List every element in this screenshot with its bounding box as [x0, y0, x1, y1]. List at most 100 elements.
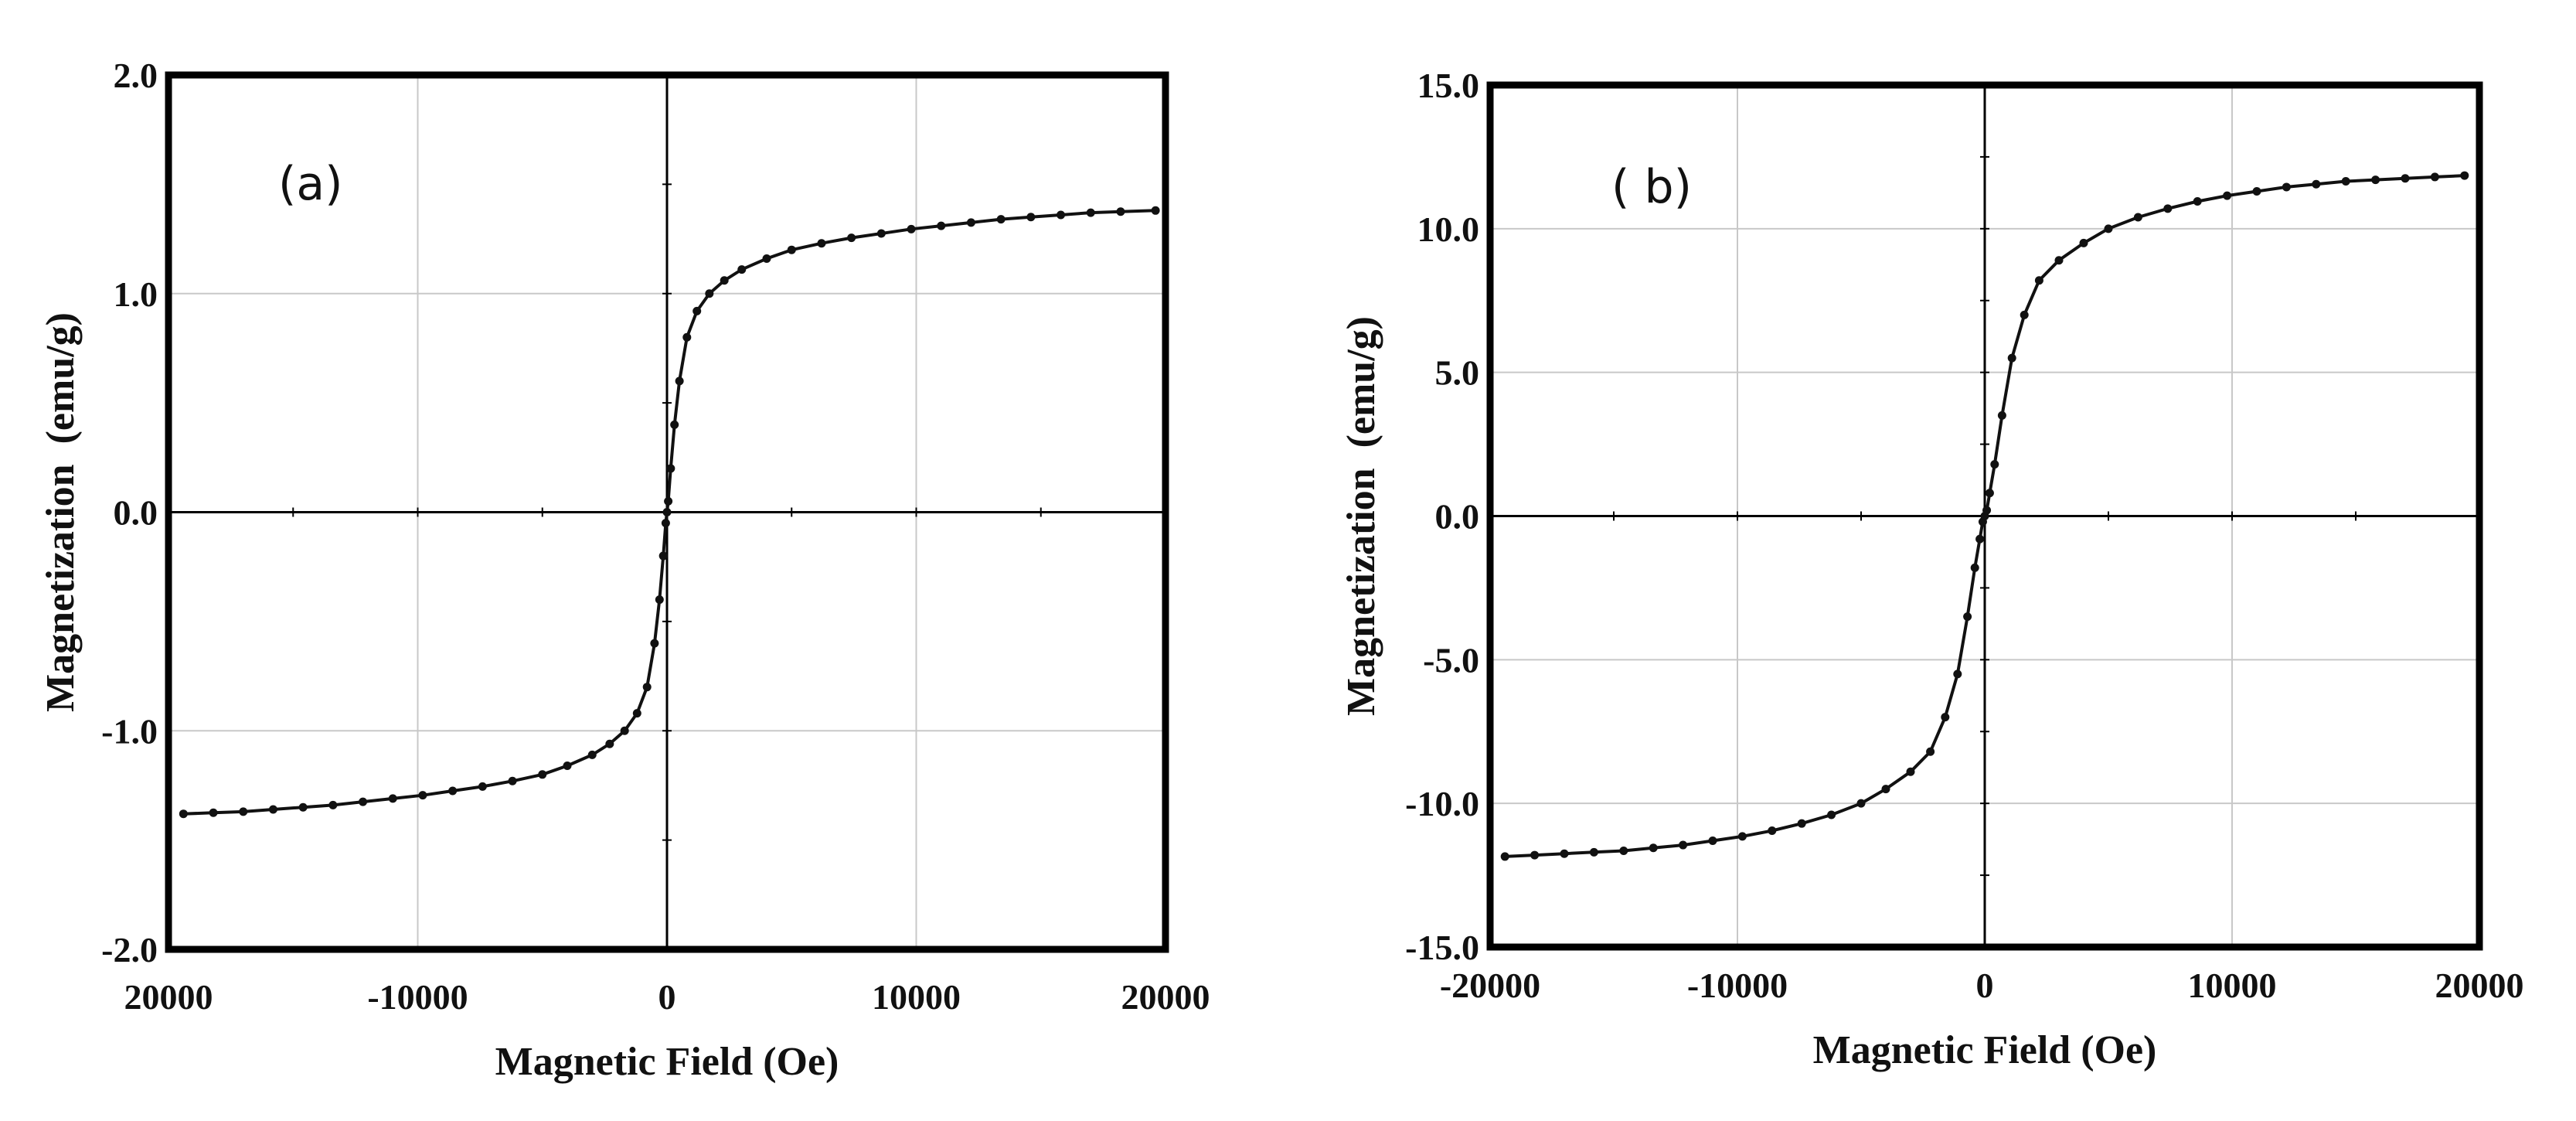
data-point	[1985, 489, 1994, 498]
data-point	[1026, 213, 1036, 222]
data-point	[1057, 210, 1066, 220]
data-point	[737, 265, 747, 274]
data-point	[2460, 171, 2469, 180]
data-point	[1941, 713, 1950, 722]
y-tick-label: -1.0	[101, 711, 158, 751]
data-point	[632, 709, 641, 718]
data-point	[1530, 850, 1540, 860]
data-point	[1881, 785, 1890, 794]
data-point	[179, 809, 188, 819]
data-point	[664, 496, 673, 506]
data-point	[1737, 832, 1747, 841]
data-point	[2163, 204, 2173, 213]
data-point	[2401, 174, 2410, 183]
data-point	[762, 254, 771, 264]
data-point	[1619, 846, 1628, 855]
data-point	[478, 782, 487, 791]
data-point	[1151, 206, 1160, 215]
x-tick-label: -10000	[367, 977, 468, 1017]
data-point	[1997, 411, 2006, 420]
data-point	[2252, 187, 2261, 196]
chart-panel-b: -20000 -10000 0 10000 20000 -15.0 -10.0 -5.0 0.0…	[1339, 66, 2524, 1072]
x-tick-label: 10000	[2188, 966, 2277, 1005]
data-point	[2034, 276, 2043, 285]
panel-label: (a)	[278, 157, 343, 211]
data-point	[692, 306, 702, 315]
data-point	[587, 750, 597, 759]
data-point	[1906, 767, 1915, 776]
x-tick-label: -10000	[1687, 966, 1788, 1005]
data-point	[2193, 197, 2202, 206]
y-tick-label: -15.0	[1405, 928, 1479, 967]
data-point	[658, 551, 668, 560]
plot-frame	[165, 71, 1169, 953]
data-point	[720, 276, 729, 285]
data-point	[448, 786, 458, 796]
data-point	[2007, 353, 2016, 363]
data-point	[209, 808, 218, 817]
data-point	[675, 377, 684, 386]
data-point	[966, 218, 975, 227]
data-point	[359, 797, 368, 806]
data-point	[661, 519, 670, 528]
data-point	[239, 807, 248, 816]
data-point	[1679, 840, 1688, 850]
y-axis-title: Magnetization (emu/g)	[39, 312, 83, 712]
data-point	[1990, 460, 1999, 469]
panel-label: ( b)	[1611, 160, 1692, 214]
data-point	[1856, 799, 1866, 808]
data-point	[2430, 172, 2439, 182]
data-point	[2104, 224, 2113, 233]
x-tick-label: 20000	[1121, 977, 1210, 1017]
x-tick-label: 0	[658, 977, 676, 1017]
data-point	[328, 800, 338, 809]
data-point	[1797, 819, 1806, 828]
x-tick-label: 0	[1976, 966, 1994, 1005]
data-point	[847, 233, 856, 243]
x-axis-title: Magnetic Field (Oe)	[495, 1040, 839, 1084]
data-point	[1560, 849, 1569, 858]
data-point	[1589, 847, 1598, 857]
data-point	[876, 229, 886, 238]
data-point	[268, 805, 277, 814]
data-point	[2312, 179, 2321, 189]
data-point	[682, 332, 692, 342]
data-point	[642, 683, 652, 692]
data-point	[2020, 310, 2029, 319]
y-tick-label: 0.0	[114, 493, 158, 533]
data-point	[996, 215, 1006, 224]
y-axis-title: Magnetization (emu/g)	[1339, 316, 1383, 716]
data-point	[1500, 852, 1509, 861]
data-point	[1086, 208, 1095, 217]
data-point	[670, 420, 679, 429]
data-point	[1116, 207, 1125, 216]
y-tick-label: -10.0	[1405, 784, 1479, 823]
data-point	[1970, 563, 1979, 572]
data-point	[1953, 670, 1962, 679]
data-point	[705, 289, 714, 298]
data-point	[2371, 175, 2380, 185]
y-tick-label: -2.0	[101, 930, 158, 969]
data-point	[563, 761, 572, 770]
data-point	[620, 726, 629, 735]
y-tick-label: 5.0	[1435, 353, 1480, 393]
data-point	[508, 776, 517, 785]
x-tick-label: 20000	[124, 977, 213, 1017]
data-point	[817, 239, 826, 248]
data-point	[2133, 213, 2142, 222]
data-point	[937, 221, 946, 230]
plot-frame	[1486, 81, 2483, 951]
data-point	[2079, 238, 2088, 247]
data-point	[2223, 191, 2232, 200]
x-axis-title: Magnetic Field (Oe)	[1813, 1028, 2157, 1072]
data-point	[1982, 506, 1992, 515]
data-point	[1963, 612, 1972, 622]
data-point	[655, 595, 664, 605]
data-point	[2282, 182, 2291, 192]
chart-panel-a: 20000 -10000 0 10000 20000 -2.0 -1.0 0.0 1.0 2.0 M…	[39, 56, 1210, 1084]
data-point	[907, 224, 916, 233]
data-point	[666, 464, 675, 473]
data-point	[787, 245, 796, 254]
x-tick-label: -20000	[1440, 966, 1540, 1005]
